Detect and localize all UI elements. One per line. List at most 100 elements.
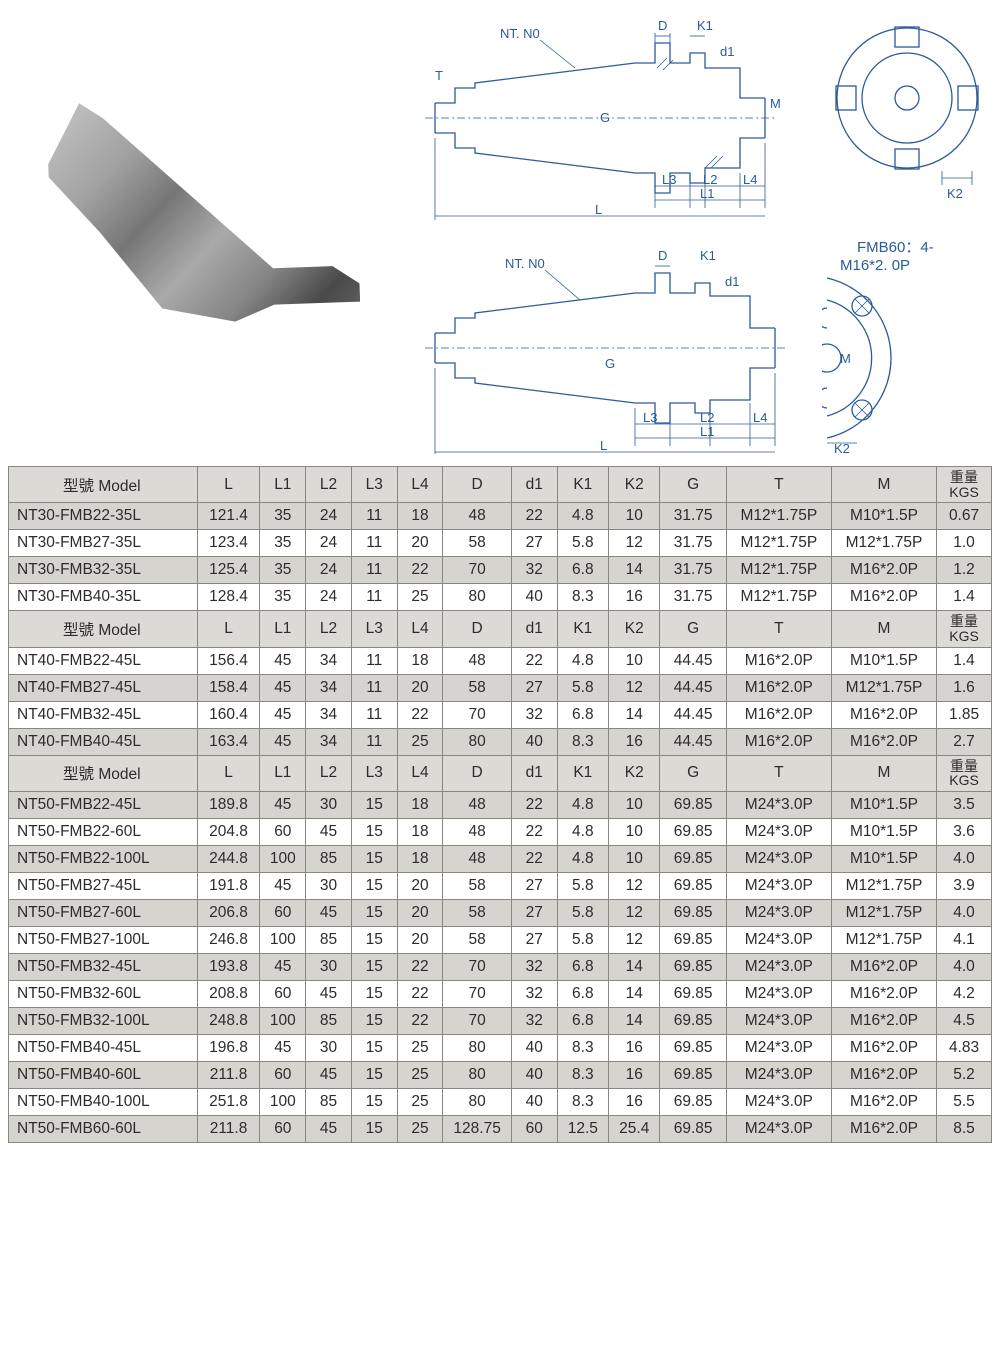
cell-value: 15 [351, 900, 397, 927]
svg-text:L3: L3 [662, 172, 676, 187]
table-row: NT50-FMB40-45L196.84530152580408.31669.8… [9, 1035, 992, 1062]
header-K1: K1 [557, 611, 608, 647]
cell-value: 158.4 [197, 674, 260, 701]
cell-value: 69.85 [660, 1008, 726, 1035]
cell-value: 22 [511, 846, 557, 873]
cell-value: 60 [260, 1116, 306, 1143]
table-header-row: 型號 ModelLL1L2L3L4Dd1K1K2GTM重量KGS [9, 611, 992, 647]
cell-value: M24*3.0P [726, 954, 831, 981]
header-kgs: 重量KGS [937, 611, 992, 647]
cell-value: 45 [306, 819, 352, 846]
table-row: NT50-FMB27-45L191.84530152058275.81269.8… [9, 873, 992, 900]
svg-text:L1: L1 [700, 186, 714, 201]
svg-text:L4: L4 [753, 410, 767, 425]
cell-value: 4.8 [557, 846, 608, 873]
table-row: NT50-FMB32-60L208.86045152270326.81469.8… [9, 981, 992, 1008]
cell-value: 60 [511, 1116, 557, 1143]
cell-value: 5.8 [557, 927, 608, 954]
cell-value: 4.83 [937, 1035, 992, 1062]
cell-value: 22 [511, 792, 557, 819]
cell-value: M12*1.75P [726, 584, 831, 611]
cell-value: 45 [260, 954, 306, 981]
cell-value: 24 [306, 530, 352, 557]
cell-model: NT30-FMB40-35L [9, 584, 198, 611]
cell-value: 69.85 [660, 1062, 726, 1089]
header-L3: L3 [351, 611, 397, 647]
thread-label: M16*2. 0P [840, 257, 910, 274]
svg-text:D: D [658, 248, 667, 263]
cell-value: M16*2.0P [831, 954, 936, 981]
cell-value: 16 [609, 584, 660, 611]
cell-value: 30 [306, 1035, 352, 1062]
header-K1: K1 [557, 467, 608, 503]
cell-value: 58 [443, 873, 512, 900]
header-G: G [660, 755, 726, 791]
cell-value: 163.4 [197, 728, 260, 755]
cell-value: 85 [306, 927, 352, 954]
header-G: G [660, 611, 726, 647]
cell-value: 69.85 [660, 1089, 726, 1116]
cell-value: 35 [260, 530, 306, 557]
cell-value: M16*2.0P [831, 1062, 936, 1089]
cell-value: M24*3.0P [726, 1035, 831, 1062]
svg-text:M: M [840, 351, 851, 366]
cell-value: 25 [397, 1116, 443, 1143]
label-K1: K1 [697, 18, 713, 33]
cell-value: 10 [609, 819, 660, 846]
label-G: G [600, 110, 610, 125]
cell-value: 6.8 [557, 981, 608, 1008]
cell-value: 6.8 [557, 1008, 608, 1035]
table-row: NT50-FMB27-60L206.86045152058275.81269.8… [9, 900, 992, 927]
cell-value: 4.2 [937, 981, 992, 1008]
cell-value: M10*1.5P [831, 792, 936, 819]
cell-value: 20 [397, 530, 443, 557]
cell-value: 58 [443, 530, 512, 557]
cell-value: 14 [609, 981, 660, 1008]
cell-value: 246.8 [197, 927, 260, 954]
cell-value: M24*3.0P [726, 1008, 831, 1035]
cell-value: 22 [397, 954, 443, 981]
cell-value: 8.3 [557, 1062, 608, 1089]
cell-value: 15 [351, 792, 397, 819]
cell-value: 11 [351, 728, 397, 755]
cell-value: 27 [511, 873, 557, 900]
table-row: NT50-FMB22-60L204.86045151848224.81069.8… [9, 819, 992, 846]
cell-value: 5.8 [557, 530, 608, 557]
cell-value: 44.45 [660, 728, 726, 755]
cell-value: 15 [351, 1116, 397, 1143]
spec-table: 型號 ModelLL1L2L3L4Dd1K1K2GTM重量KGSNT30-FMB… [8, 466, 992, 1143]
cell-value: M12*1.75P [831, 900, 936, 927]
cell-value: 8.5 [937, 1116, 992, 1143]
cell-value: 15 [351, 846, 397, 873]
cell-value: 211.8 [197, 1062, 260, 1089]
cell-value: M16*2.0P [831, 1008, 936, 1035]
cell-value: 8.3 [557, 1089, 608, 1116]
header-D: D [443, 611, 512, 647]
cell-value: 22 [397, 1008, 443, 1035]
cell-value: 15 [351, 954, 397, 981]
cell-value: M24*3.0P [726, 819, 831, 846]
cell-value: 25 [397, 728, 443, 755]
svg-text:L2: L2 [703, 172, 717, 187]
cell-value: 32 [511, 981, 557, 1008]
cell-value: 69.85 [660, 1116, 726, 1143]
cell-value: 24 [306, 584, 352, 611]
table-row: NT50-FMB32-45L193.84530152270326.81469.8… [9, 954, 992, 981]
cell-value: 22 [397, 701, 443, 728]
cell-value: M16*2.0P [831, 981, 936, 1008]
label-D: D [658, 18, 667, 33]
header-D: D [443, 755, 512, 791]
header-d1: d1 [511, 467, 557, 503]
cell-value: 69.85 [660, 954, 726, 981]
cell-value: 18 [397, 503, 443, 530]
cell-value: 27 [511, 900, 557, 927]
cell-value: M16*2.0P [831, 557, 936, 584]
svg-text:K1: K1 [700, 248, 716, 263]
cell-value: 34 [306, 674, 352, 701]
cell-value: 20 [397, 927, 443, 954]
cell-value: 2.7 [937, 728, 992, 755]
svg-text:K2: K2 [947, 186, 963, 201]
cell-value: 31.75 [660, 530, 726, 557]
cell-value: 128.75 [443, 1116, 512, 1143]
table-row: NT50-FMB40-60L211.86045152580408.31669.8… [9, 1062, 992, 1089]
